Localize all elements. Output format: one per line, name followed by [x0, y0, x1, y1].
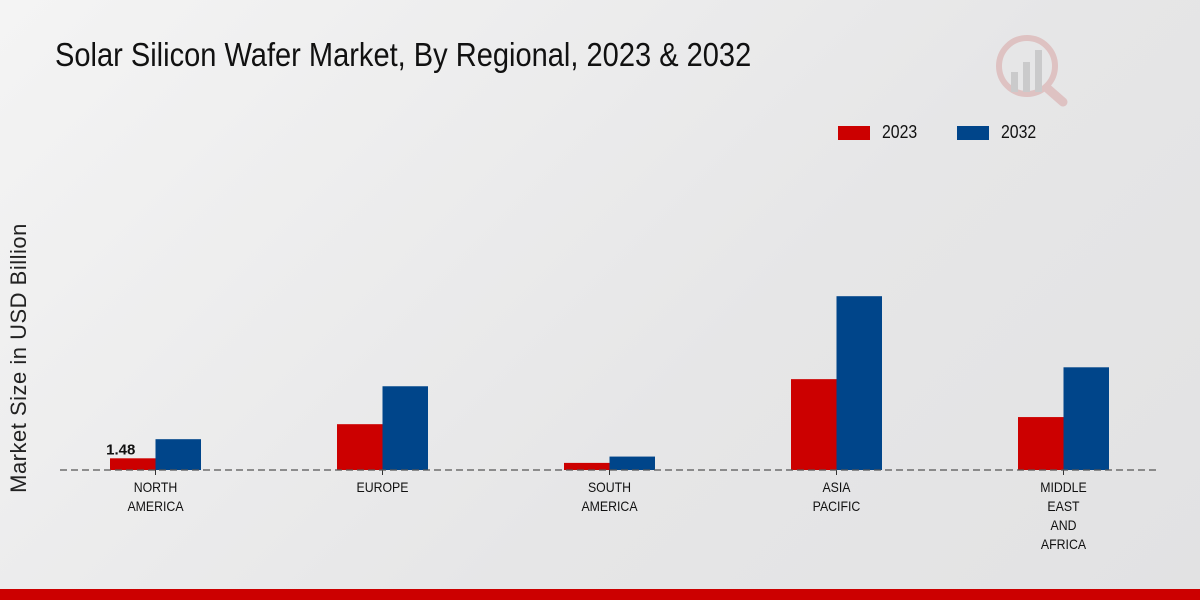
x-tick-label: MIDDLE	[1040, 479, 1087, 495]
bar-2023-1	[337, 424, 383, 470]
x-tick-label: AND	[1051, 517, 1077, 533]
bar-2032-2	[609, 456, 655, 470]
x-tick-label: AFRICA	[1041, 536, 1086, 552]
x-tick-label: EUROPE	[357, 479, 409, 495]
watermark-logo-icon	[996, 35, 1068, 107]
x-tick-label: PACIFIC	[813, 498, 861, 514]
legend-swatch-2023	[838, 125, 870, 140]
x-tick-label: EAST	[1047, 498, 1079, 514]
bar-2032-3	[836, 296, 882, 470]
bar-2023-2	[564, 462, 610, 470]
bar-2032-4	[1063, 367, 1109, 470]
x-tick-label: AMERICA	[127, 498, 183, 514]
bar-2032-1	[382, 386, 428, 470]
bar-2023-3	[791, 379, 837, 470]
x-tick-label: SOUTH	[588, 479, 631, 495]
bottom-accent-bar	[0, 589, 1200, 600]
legend-label: 2023	[882, 122, 918, 142]
legend-item-2032: 2032	[957, 122, 1041, 143]
x-tick-label: NORTH	[134, 479, 178, 495]
bar-2023-4	[1018, 417, 1064, 470]
legend-swatch-2032	[957, 125, 989, 140]
x-tick-label: AMERICA	[581, 498, 637, 514]
legend-item-2023: 2023	[838, 122, 922, 143]
bar-2032-0	[155, 439, 201, 470]
legend-label: 2032	[1001, 122, 1037, 142]
chart-title: Solar Silicon Wafer Market, By Regional,…	[55, 36, 752, 73]
data-label: 1.48	[106, 441, 135, 458]
bar-2023-0	[110, 458, 156, 470]
x-tick-label: ASIA	[822, 479, 850, 495]
